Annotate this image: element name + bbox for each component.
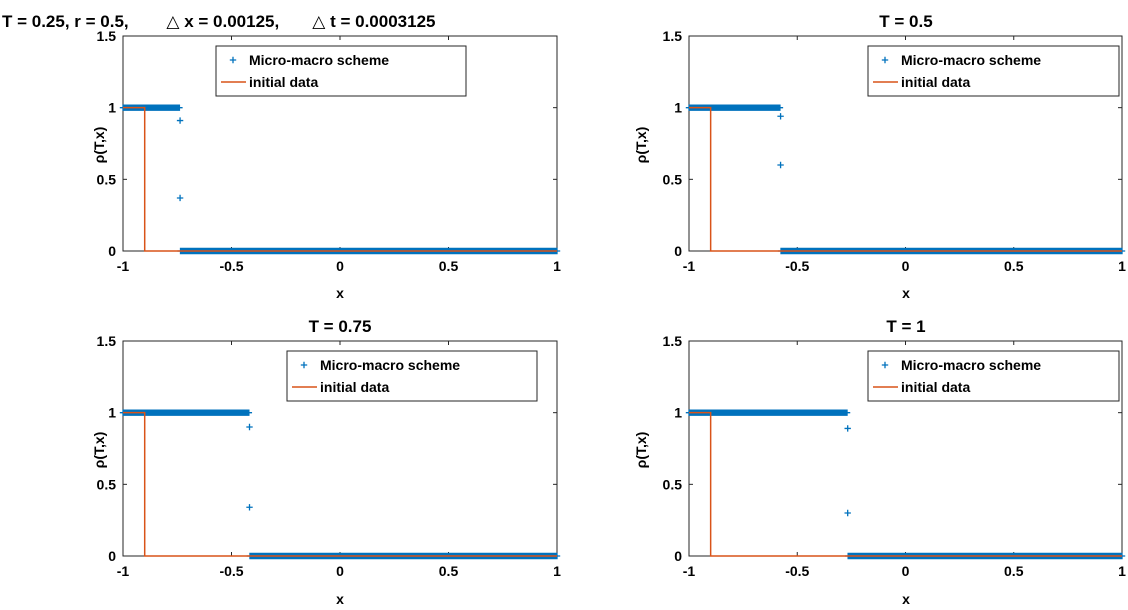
y-axis-label: ρ(T,x) [91, 127, 107, 164]
subplot-t-0-5: T = 0.5 x ρ(T,x) -1 -0.5 0 0.5 1 0 0.5 1 1.5 Micr… [633, 12, 1126, 301]
initial-data-line [689, 411, 1122, 557]
x-tick-label: -1 [117, 563, 130, 579]
x-tick-label: 0 [336, 258, 344, 274]
y-tick-label: 1 [674, 100, 682, 116]
legend-entry-label: Micro-macro scheme [901, 52, 1041, 68]
legend-box [286, 350, 538, 402]
x-axis-label: x [902, 591, 910, 607]
y-tick-label: 1.5 [97, 333, 117, 349]
y-tick-label: 1.5 [663, 333, 683, 349]
y-axis-label: ρ(T,x) [633, 432, 649, 469]
micro-macro-point [777, 113, 784, 120]
legend: Micro-macro scheme initial data [867, 45, 1120, 97]
legend-entry-label: Micro-macro scheme [249, 52, 389, 68]
y-axis-label: ρ(T,x) [633, 127, 649, 164]
y-axis-label: ρ(T,x) [91, 432, 107, 469]
x-tick-label: 1 [553, 258, 561, 274]
x-axis-label: x [336, 591, 344, 607]
x-tick-label: 0.5 [1004, 563, 1024, 579]
legend-box [215, 45, 467, 97]
subplot-title: T = 0.75 [309, 317, 372, 336]
micro-macro-point [844, 509, 851, 517]
micro-macro-point [844, 425, 851, 432]
x-tick-label: 0.5 [1004, 258, 1024, 274]
subplot-t-0-75: T = 0.75 x ρ(T,x) -1 -0.5 0 0.5 1 0 0.5 1 1.5 Mic… [91, 317, 561, 607]
legend-entry-label: initial data [320, 379, 389, 395]
legend-box [867, 45, 1120, 97]
y-tick-label: 0.5 [663, 476, 683, 492]
initial-data-line [689, 106, 1122, 252]
x-tick-label: 0 [902, 563, 910, 579]
x-tick-label: 0.5 [439, 563, 459, 579]
subplot-title: T = 0.25, r = 0.5, △ x = 0.00125, △ t = … [2, 12, 435, 31]
micro-macro-point [176, 117, 184, 124]
legend-marker-swatch [881, 56, 889, 64]
legend-entry-label: initial data [901, 379, 970, 395]
legend-entry-label: initial data [901, 74, 970, 90]
legend-marker-swatch [300, 361, 308, 369]
initial-data-line [123, 411, 557, 557]
y-tick-label: 1 [108, 100, 116, 116]
subplot-title: T = 1 [886, 317, 925, 336]
micro-macro-point [176, 194, 184, 202]
y-tick-label: 1.5 [97, 28, 117, 44]
x-tick-label: 1 [1118, 563, 1126, 579]
x-tick-label: -1 [683, 563, 696, 579]
x-tick-label: 1 [1118, 258, 1126, 274]
x-tick-label: -0.5 [785, 258, 809, 274]
y-tick-label: 0.5 [97, 476, 117, 492]
y-tick-label: 0.5 [663, 171, 683, 187]
x-tick-label: -0.5 [219, 258, 243, 274]
y-tick-label: 0 [108, 243, 116, 259]
legend: Micro-macro scheme initial data [215, 45, 467, 97]
legend-marker-swatch [229, 56, 237, 64]
x-tick-label: -1 [683, 258, 696, 274]
initial-data-line [123, 106, 557, 252]
micro-macro-point [777, 161, 784, 169]
micro-macro-point [246, 504, 253, 511]
subplot-t-1: T = 1 x ρ(T,x) -1 -0.5 0 0.5 1 0 0.5 1 1.5 Micro-… [633, 317, 1126, 607]
y-tick-label: 1.5 [663, 28, 683, 44]
y-tick-label: 0.5 [97, 171, 117, 187]
legend-marker-swatch [881, 361, 889, 369]
x-tick-label: 1 [553, 563, 561, 579]
y-tick-label: 1 [674, 405, 682, 421]
micro-macro-point [246, 423, 253, 431]
x-tick-label: 0.5 [439, 258, 459, 274]
legend: Micro-macro scheme initial data [286, 350, 538, 402]
subplot-t-0-25: T = 0.25, r = 0.5, △ x = 0.00125, △ t = … [2, 12, 561, 301]
legend-box [867, 350, 1120, 402]
y-tick-label: 0 [674, 548, 682, 564]
x-axis-label: x [902, 285, 910, 301]
x-tick-label: -0.5 [219, 563, 243, 579]
legend-entry-label: Micro-macro scheme [320, 357, 460, 373]
x-tick-label: 0 [902, 258, 910, 274]
legend: Micro-macro scheme initial data [867, 350, 1120, 402]
y-tick-label: 0 [108, 548, 116, 564]
legend-entry-label: Micro-macro scheme [901, 357, 1041, 373]
legend-entry-label: initial data [249, 74, 318, 90]
x-tick-label: 0 [336, 563, 344, 579]
subplot-title: T = 0.5 [879, 12, 932, 31]
y-tick-label: 1 [108, 405, 116, 421]
x-tick-label: -1 [117, 258, 130, 274]
x-tick-label: -0.5 [785, 563, 809, 579]
x-axis-label: x [336, 285, 344, 301]
y-tick-label: 0 [674, 243, 682, 259]
